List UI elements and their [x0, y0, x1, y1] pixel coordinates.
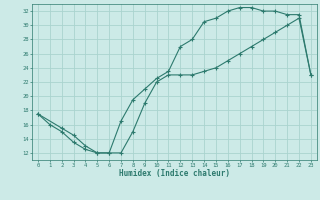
- X-axis label: Humidex (Indice chaleur): Humidex (Indice chaleur): [119, 169, 230, 178]
